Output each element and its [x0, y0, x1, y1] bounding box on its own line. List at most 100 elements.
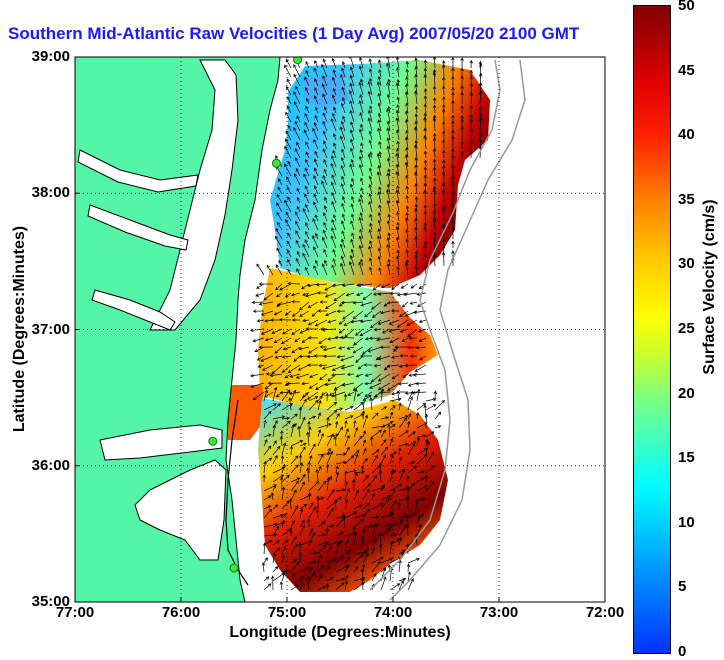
current-vector	[357, 364, 364, 370]
current-vector	[326, 401, 338, 411]
current-vector	[353, 565, 359, 573]
current-vector	[396, 319, 409, 328]
current-vector	[299, 301, 310, 311]
current-vector	[263, 433, 272, 438]
current-vector	[312, 201, 319, 213]
current-vector	[353, 427, 359, 438]
current-vector	[359, 57, 364, 69]
current-vector	[272, 484, 277, 492]
current-vector	[362, 553, 369, 564]
current-vector	[362, 508, 370, 519]
current-vector	[330, 162, 337, 177]
current-vector	[398, 580, 404, 591]
current-vector	[290, 505, 299, 519]
current-vector	[432, 85, 437, 96]
current-vector	[328, 391, 337, 396]
current-vector	[460, 57, 464, 69]
current-vector	[425, 451, 435, 465]
current-vector	[370, 373, 382, 383]
current-vector	[378, 204, 382, 213]
colorbar-tick-label: 20	[678, 384, 695, 402]
current-vector	[362, 292, 373, 301]
current-vector	[350, 147, 355, 159]
current-vector	[284, 163, 292, 177]
current-vector	[345, 292, 355, 297]
current-vector	[254, 346, 265, 353]
axis-ticks	[74, 56, 606, 603]
current-vector	[460, 105, 464, 114]
current-vector	[295, 220, 301, 231]
current-vector	[304, 158, 310, 168]
current-vector	[389, 405, 396, 411]
current-vector	[441, 108, 446, 123]
current-vector	[469, 113, 473, 123]
current-vector	[387, 258, 391, 267]
station-marker	[208, 436, 218, 446]
current-vector	[371, 538, 377, 546]
current-vector	[369, 151, 373, 159]
current-vector	[377, 59, 382, 69]
current-vector	[423, 95, 428, 105]
current-vector	[360, 535, 365, 546]
current-vector	[341, 382, 355, 387]
current-vector	[330, 181, 337, 195]
current-vector	[371, 556, 384, 564]
current-vector	[377, 164, 382, 177]
current-vector	[432, 237, 437, 249]
current-vector	[308, 426, 312, 438]
current-vector	[478, 112, 483, 123]
current-vector	[349, 66, 355, 78]
current-vector	[386, 301, 400, 305]
current-vector	[405, 60, 410, 69]
current-vector	[377, 112, 382, 123]
current-vector	[368, 336, 382, 341]
current-vector	[299, 416, 306, 429]
current-vector	[425, 397, 437, 402]
current-vector	[382, 328, 391, 334]
current-vector	[378, 531, 382, 546]
current-vector	[280, 455, 285, 465]
current-vector	[423, 253, 427, 267]
current-vector	[317, 541, 330, 546]
current-vector	[272, 424, 277, 438]
current-vector	[296, 115, 301, 123]
current-vector	[395, 236, 400, 249]
current-vector	[272, 415, 286, 420]
current-vector	[312, 235, 319, 249]
current-vector	[399, 310, 409, 318]
current-vector	[341, 148, 346, 159]
current-vector	[409, 354, 418, 358]
current-vector	[432, 177, 437, 186]
current-vector	[360, 577, 365, 591]
current-vector	[418, 319, 427, 323]
current-vector	[401, 337, 409, 343]
current-vector	[469, 139, 474, 150]
current-vector	[360, 465, 365, 474]
current-vectors	[249, 57, 483, 591]
current-vector	[451, 225, 455, 240]
current-vector	[301, 337, 310, 343]
current-vector	[380, 416, 390, 420]
current-vector	[398, 456, 403, 465]
current-vector	[407, 557, 420, 564]
current-vector	[369, 382, 382, 389]
current-vector	[376, 81, 382, 96]
current-vector	[290, 535, 297, 546]
current-vector	[407, 571, 411, 582]
current-vector	[317, 586, 327, 591]
current-vector	[404, 153, 409, 168]
current-vector	[304, 203, 310, 213]
current-vector	[344, 455, 355, 465]
current-vector	[364, 310, 373, 318]
current-vector	[332, 133, 337, 141]
current-vector	[293, 173, 301, 186]
current-vector	[434, 411, 442, 420]
current-vector	[396, 184, 400, 195]
current-vector	[377, 255, 382, 267]
current-vector	[284, 218, 292, 231]
current-vector	[414, 196, 419, 204]
current-vector	[270, 575, 275, 591]
current-vector	[302, 252, 310, 267]
current-vector	[405, 238, 409, 249]
current-vector	[398, 536, 403, 546]
